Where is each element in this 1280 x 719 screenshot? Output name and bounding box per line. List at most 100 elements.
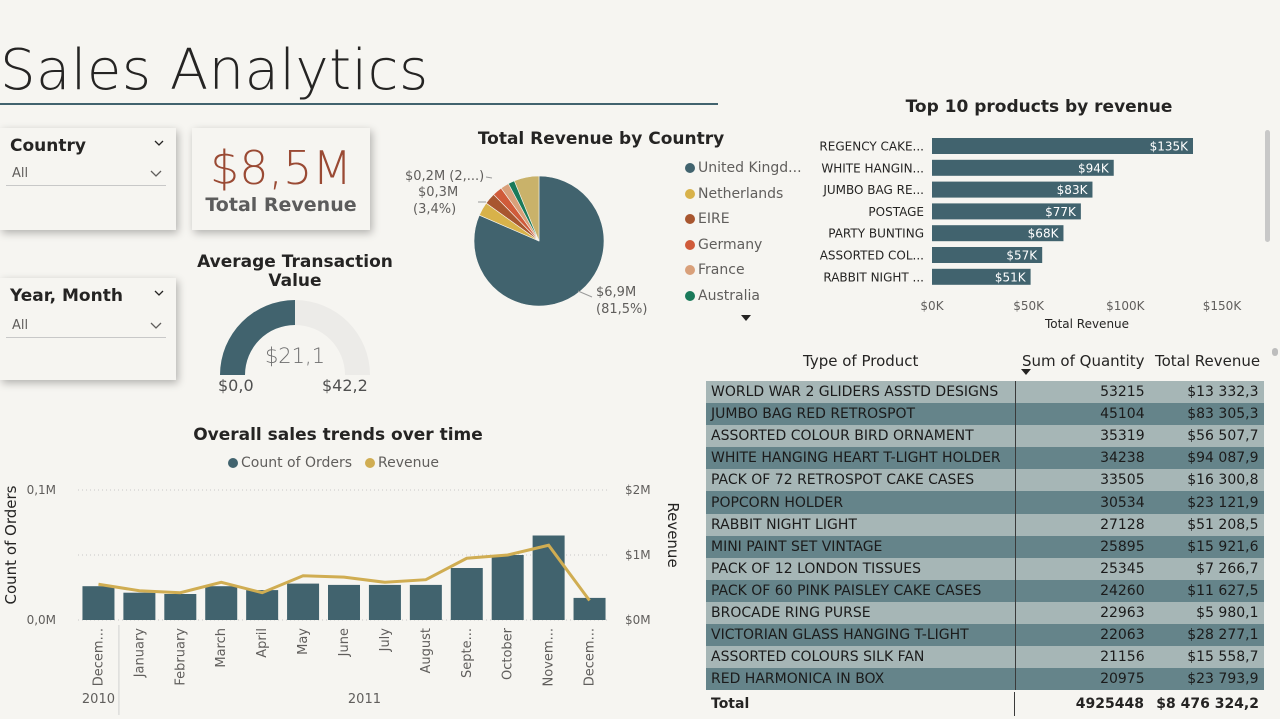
kpi-value: $8,5M	[192, 142, 370, 194]
cell-revenue: $51 208,5	[1150, 514, 1264, 536]
orders-bar[interactable]	[410, 585, 442, 620]
chevron-down-icon[interactable]	[154, 138, 164, 148]
orders-bar[interactable]	[328, 585, 360, 620]
chevron-down-icon[interactable]	[154, 288, 164, 298]
table-row[interactable]: BROCADE RING PURSE 22963 $5 980,1	[706, 602, 1264, 624]
month-label: February	[173, 628, 188, 686]
orders-bar[interactable]	[205, 586, 237, 620]
pie-label-second-pct: (3,4%)	[413, 202, 456, 217]
table-scrollbar[interactable]	[1272, 348, 1278, 356]
kpi-label: Total Revenue	[192, 194, 370, 216]
top10-scrollbar[interactable]	[1265, 130, 1270, 242]
trend-combo-chart[interactable]: 0,1M 0,0M $2M $1M $0M Count of Orders Revenue D…	[0, 470, 690, 719]
table-row[interactable]: PACK OF 72 RETROSPOT CAKE CASES 33505 $16 …	[706, 469, 1264, 491]
table-row[interactable]: JUMBO BAG RED RETROSPOT 45104 $83 305,3	[706, 403, 1264, 425]
table-row[interactable]: PACK OF 12 LONDON TISSUES 25345 $7 266,7	[706, 558, 1264, 580]
month-label: Decem...	[583, 628, 598, 686]
year-month-slicer[interactable]: Year, Month All	[0, 278, 176, 380]
cell-quantity: 53215	[1016, 381, 1150, 403]
cell-product: MINI PAINT SET VINTAGE	[706, 536, 1016, 558]
cell-revenue: $94 087,9	[1150, 447, 1264, 469]
legend-dot	[685, 291, 695, 301]
x-tick-label: $100K	[1106, 299, 1146, 313]
month-label: August	[419, 628, 434, 674]
y2-tick-label: $0M	[625, 613, 651, 627]
cell-product: VICTORIAN GLASS HANGING T-LIGHT	[706, 624, 1016, 646]
legend-item[interactable]: Australia	[685, 288, 760, 304]
legend-item[interactable]: EIRE	[685, 211, 730, 227]
cell-quantity: 25345	[1016, 558, 1150, 580]
legend-item[interactable]: Netherlands	[685, 186, 783, 202]
cell-quantity: 35319	[1016, 425, 1150, 447]
bar-category-label: ASSORTED COL...	[820, 249, 924, 263]
cell-quantity: 24260	[1016, 580, 1150, 602]
sort-desc-icon[interactable]	[1021, 369, 1031, 375]
y-tick-label: 0,1M	[27, 483, 56, 497]
bar-category-label: RABBIT NIGHT ...	[823, 270, 924, 284]
country-slicer-title: Country	[10, 136, 86, 156]
table-row[interactable]: ASSORTED COLOUR BIRD ORNAMENT 35319 $56 50…	[706, 425, 1264, 447]
year-month-dropdown[interactable]: All	[6, 314, 166, 338]
cell-product: ASSORTED COLOUR BIRD ORNAMENT	[706, 425, 1016, 447]
cell-revenue: $15 558,7	[1150, 646, 1264, 668]
pie-label-second-value: $0,3M	[418, 185, 458, 200]
table-row[interactable]: MINI PAINT SET VINTAGE 25895 $15 921,6	[706, 536, 1264, 558]
orders-bar[interactable]	[492, 555, 524, 620]
legend-item[interactable]: Germany	[685, 237, 762, 253]
table-row[interactable]: VICTORIAN GLASS HANGING T-LIGHT 22063 $28 …	[706, 624, 1264, 646]
col-header-type[interactable]: Type of Product	[803, 352, 918, 370]
orders-bar[interactable]	[164, 594, 196, 620]
table-row[interactable]: POPCORN HOLDER 30534 $23 121,9	[706, 491, 1264, 513]
country-slicer[interactable]: Country All	[0, 128, 176, 230]
legend-dot	[685, 240, 695, 250]
table-row[interactable]: ASSORTED COLOURS SILK FAN 21156 $15 558,7	[706, 646, 1264, 668]
chevron-down-icon	[150, 168, 162, 178]
title-underline	[0, 103, 718, 105]
month-label: Septe...	[460, 628, 475, 678]
table-row[interactable]: RED HARMONICA IN BOX 20975 $23 793,9	[706, 668, 1264, 690]
orders-bar[interactable]	[451, 568, 483, 620]
table-row[interactable]: PACK OF 60 PINK PAISLEY CAKE CASES 24260 $…	[706, 580, 1264, 602]
legend-scroll-down-icon[interactable]	[741, 315, 751, 323]
x-axis-title: Total Revenue	[1044, 317, 1129, 331]
total-revenue: $8 476 324,2	[1156, 696, 1259, 712]
orders-bar[interactable]	[574, 598, 606, 620]
legend-label: EIRE	[698, 211, 730, 227]
y-axis-title: Count of Orders	[2, 485, 20, 604]
cell-product: WORLD WAR 2 GLIDERS ASSTD DESIGNS	[706, 381, 1016, 403]
cell-quantity: 22063	[1016, 624, 1150, 646]
table-row[interactable]: RABBIT NIGHT LIGHT 27128 $51 208,5	[706, 514, 1264, 536]
cell-revenue: $5 980,1	[1150, 602, 1264, 624]
top10-bar-chart[interactable]: REGENCY CAKE... $135K WHITE HANGIN... $94K J…	[800, 132, 1260, 332]
x-tick-label: $150K	[1203, 299, 1243, 313]
orders-bar[interactable]	[369, 585, 401, 620]
orders-bar[interactable]	[82, 586, 114, 620]
orders-bar[interactable]	[123, 593, 155, 620]
col-header-revenue[interactable]: Total Revenue	[1155, 352, 1260, 370]
legend-item[interactable]: Count of Orders	[228, 455, 352, 471]
legend-item[interactable]: United Kingd...	[685, 160, 802, 176]
legend-item[interactable]: France	[685, 262, 745, 278]
country-dropdown[interactable]: All	[6, 162, 166, 186]
cell-quantity: 33505	[1016, 469, 1150, 491]
country-dropdown-value: All	[12, 166, 28, 181]
col-header-quantity[interactable]: Sum of Quantity	[1022, 352, 1144, 370]
cell-revenue: $56 507,7	[1150, 425, 1264, 447]
month-label: April	[255, 628, 270, 658]
legend-dot	[685, 214, 695, 224]
y2-tick-label: $1M	[625, 548, 651, 562]
cell-quantity: 20975	[1016, 668, 1150, 690]
total-revenue-card: $8,5M Total Revenue	[192, 128, 370, 230]
legend-dot	[685, 189, 695, 199]
pie-leader-line	[486, 177, 492, 178]
month-label: July	[378, 628, 393, 653]
orders-bar[interactable]	[287, 584, 319, 620]
cell-quantity: 21156	[1016, 646, 1150, 668]
pie-chart[interactable]	[400, 160, 680, 320]
orders-bar[interactable]	[246, 590, 278, 620]
month-label: March	[214, 628, 229, 668]
legend-item[interactable]: Revenue	[365, 455, 439, 471]
bar-value-label: $57K	[1006, 249, 1038, 263]
table-row[interactable]: WORLD WAR 2 GLIDERS ASSTD DESIGNS 53215 $1…	[706, 381, 1264, 403]
table-row[interactable]: WHITE HANGING HEART T-LIGHT HOLDER 34238 $…	[706, 447, 1264, 469]
